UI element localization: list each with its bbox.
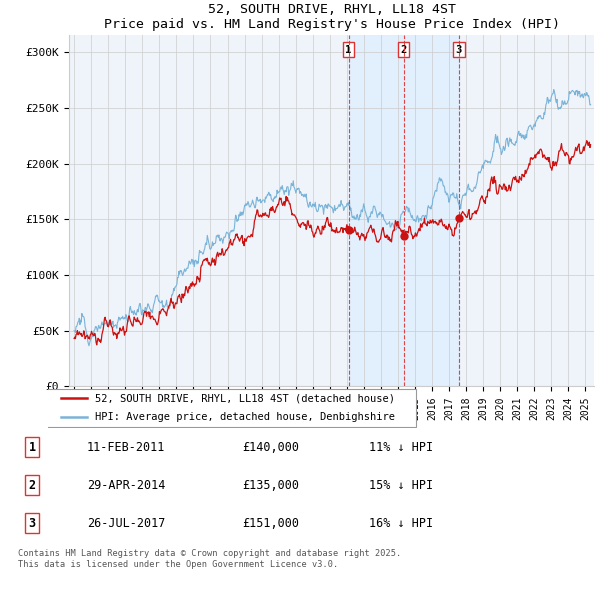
FancyBboxPatch shape [46, 389, 416, 427]
Text: 52, SOUTH DRIVE, RHYL, LL18 4ST (detached house): 52, SOUTH DRIVE, RHYL, LL18 4ST (detache… [95, 393, 395, 403]
Title: 52, SOUTH DRIVE, RHYL, LL18 4ST
Price paid vs. HM Land Registry's House Price In: 52, SOUTH DRIVE, RHYL, LL18 4ST Price pa… [104, 4, 560, 31]
Text: 3: 3 [456, 45, 462, 55]
Text: 2: 2 [400, 45, 407, 55]
Text: 1: 1 [346, 45, 352, 55]
Text: 16% ↓ HPI: 16% ↓ HPI [369, 517, 433, 530]
Text: 15% ↓ HPI: 15% ↓ HPI [369, 478, 433, 492]
Text: £151,000: £151,000 [242, 517, 299, 530]
Text: 1: 1 [29, 441, 36, 454]
Text: £135,000: £135,000 [242, 478, 299, 492]
Text: 11-FEB-2011: 11-FEB-2011 [87, 441, 165, 454]
Text: 26-JUL-2017: 26-JUL-2017 [87, 517, 165, 530]
Text: 11% ↓ HPI: 11% ↓ HPI [369, 441, 433, 454]
Text: 2: 2 [29, 478, 36, 492]
Bar [349, 35, 459, 386]
Text: HPI: Average price, detached house, Denbighshire: HPI: Average price, detached house, Denb… [95, 412, 395, 422]
Text: 3: 3 [29, 517, 36, 530]
Text: Contains HM Land Registry data © Crown copyright and database right 2025.
This d: Contains HM Land Registry data © Crown c… [18, 549, 401, 569]
Text: 29-APR-2014: 29-APR-2014 [87, 478, 165, 492]
Text: £140,000: £140,000 [242, 441, 299, 454]
